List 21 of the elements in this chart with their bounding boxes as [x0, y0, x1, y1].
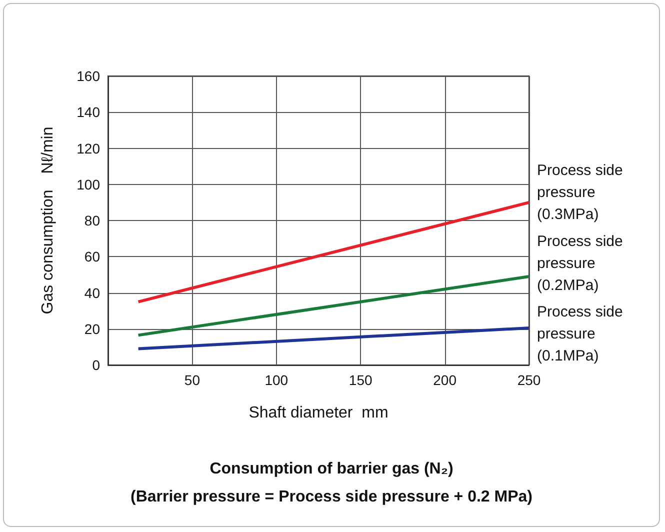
y-axis-title: Gas consumption Nℓ/min: [40, 126, 56, 314]
series-label: Process side pressure (0.2MPa): [537, 232, 628, 294]
y-tick-label: 120: [76, 140, 100, 156]
y-tick-label: 100: [76, 176, 100, 192]
x-tick-label: 50: [184, 372, 200, 388]
text: Consumption of barrier gas (N₂): [210, 460, 454, 478]
y-tick-label: 60: [84, 248, 100, 265]
x-tick-label: 200: [433, 372, 457, 388]
y-tick-label: 140: [76, 104, 100, 120]
y-tick-label: 40: [84, 284, 100, 301]
x-tick-label: 150: [348, 372, 372, 388]
x-tick-label: 100: [264, 372, 288, 388]
text: (Barrier pressure = Process side pressure + 0.2 MPa): [130, 488, 532, 506]
series-label: Process side pressure (0.3MPa): [537, 162, 628, 223]
x-axis-title: Shaft diameter mm: [248, 404, 388, 422]
y-tick-label: 160: [76, 68, 100, 84]
series-label: Process side pressure (0.1MPa): [537, 303, 628, 364]
y-tick-label: 20: [84, 320, 100, 337]
y-tick-label: 80: [84, 212, 100, 228]
y-tick-label: 0: [92, 357, 100, 373]
x-tick-label: 250: [517, 372, 541, 388]
